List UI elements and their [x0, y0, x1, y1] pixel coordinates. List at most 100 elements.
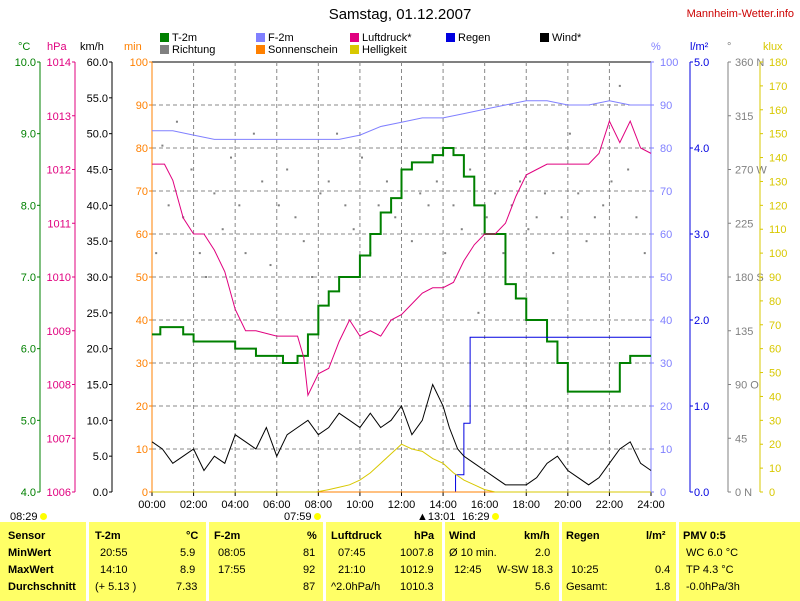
stats-table [0, 522, 800, 601]
stats-rain-max-time: 10:25 [571, 564, 599, 576]
direction-point [419, 192, 422, 195]
x-tick-label: 12:00 [388, 499, 416, 511]
stats-wind-unit: km/h [524, 530, 550, 542]
direction-point [155, 252, 158, 255]
direction-point [344, 204, 347, 207]
stats-pressure-header: Luftdruck [331, 530, 382, 542]
x-tick-label: 08:00 [305, 499, 333, 511]
axis-tick-label: 2.0 [694, 315, 709, 327]
site-link[interactable]: Mannheim-Wetter.info [686, 8, 794, 20]
x-tick-label: 20:00 [554, 499, 582, 511]
axis-tick-label: 180 S [735, 272, 764, 284]
stats-t2m-header: T-2m [95, 530, 121, 542]
axis-wind: 0.0 5.0 10.0 15.0 20.0 25.0 30.0 35.0 40.0 45.0 50… [87, 57, 113, 499]
legend-item-wind: Wind* [540, 32, 581, 44]
direction-point [238, 204, 241, 207]
stats-pressure-max-time: 21:10 [338, 564, 366, 576]
direction-point [452, 204, 455, 207]
direction-point [269, 264, 272, 267]
axis-tick-label: 1013 [47, 111, 71, 123]
direction-point [311, 276, 314, 278]
x-tick-label: 06:00 [263, 499, 291, 511]
axis-tick-label: 10 [660, 444, 672, 456]
axis-tick-label: 8.0 [21, 200, 36, 212]
direction-point [352, 228, 355, 231]
axis-tick-label: 100 [660, 57, 678, 69]
axis-tick-label: 1014 [47, 57, 71, 69]
direction-point [277, 204, 280, 207]
stats-rain-total: 1.8 [655, 581, 671, 593]
noon-mark: ▲13:01 [417, 511, 456, 523]
axis-tick-label: 35.0 [87, 236, 108, 248]
direction-point [161, 144, 164, 147]
direction-point [585, 240, 588, 243]
axis-tick-label: 1007 [47, 433, 71, 445]
stats-row-label: MinWert [8, 547, 52, 559]
axis-tick-label: 50 [136, 272, 148, 284]
direction-point [519, 180, 522, 183]
legend-item-luftdruck: Luftdruck* [350, 32, 412, 44]
direction-point [394, 216, 397, 219]
axis-tick-label: 30 [136, 358, 148, 370]
series-line-wind [151, 383, 652, 486]
axis-tick-label: 5.0 [93, 451, 108, 463]
unit-rain: l/m² [690, 41, 709, 53]
stats-pmv-header: PMV 0:5 [683, 530, 726, 542]
legend-item-helligkeit: Helligkeit [350, 44, 407, 56]
stats-pressure-min-time: 07:45 [338, 547, 366, 559]
axis-tick-label: 4.0 [694, 143, 709, 155]
axis-tick-label: 140 [769, 153, 787, 165]
axis-tick-label: 110 [769, 224, 787, 236]
x-tick-label: 24:00 [637, 499, 665, 511]
x-tick-label: 10:00 [346, 499, 374, 511]
legend-item-regen: Regen [446, 32, 490, 44]
direction-point [377, 204, 380, 207]
direction-point [543, 192, 546, 195]
axis-tick-label: 40.0 [87, 200, 108, 212]
stats-t2m-avg: 7.33 [176, 581, 198, 593]
x-tick-label: 16:00 [471, 499, 499, 511]
direction-point [502, 252, 505, 255]
axis-tick-label: 5.0 [21, 415, 36, 427]
stats-wind-max: W-SW 18.3 [497, 564, 554, 576]
direction-point [602, 204, 605, 207]
stats-pressure-trend: ^2.0hPa/h [331, 581, 381, 593]
axis-direction: 0 N 45 90 O 135 180 S 225 270 W 315 360 N [727, 57, 767, 499]
axis-tick-label: 45 [735, 433, 747, 445]
unit-pressure: hPa [47, 41, 67, 53]
direction-point [360, 156, 363, 159]
legend-item-t2m: T-2m [160, 32, 197, 44]
axis-tick-label: 100 [130, 57, 148, 69]
axis-tick-label: 315 [735, 111, 753, 123]
x-tick-label: 14:00 [429, 499, 457, 511]
direction-point [527, 228, 530, 231]
axis-tick-label: 0 N [735, 487, 752, 499]
unit-humidity: % [651, 41, 661, 53]
axis-tick-label: 1010 [47, 272, 71, 284]
stats-f2m-min-time: 08:05 [218, 547, 246, 559]
axis-tick-label: 100 [769, 248, 787, 260]
direction-point [560, 216, 563, 219]
weather-chart: 00:00 02:00 04:00 06:00 08:00 10:00 12:00 14:00… [15, 57, 788, 511]
direction-point [618, 84, 621, 87]
stats-wind-max-time: 12:45 [454, 564, 482, 576]
axis-tick-label: 1.0 [694, 401, 709, 413]
axis-tick-label: 90 O [735, 380, 759, 392]
axis-tick-label: 360 N [735, 57, 764, 69]
axis-tick-label: 15.0 [87, 380, 108, 392]
stats-rain-total-label: Gesamt: [566, 581, 608, 593]
stats-dewpoint: TP 4.3 °C [686, 564, 734, 576]
axis-tick-label: 0 [660, 487, 666, 499]
direction-point [643, 252, 646, 255]
axis-tick-label: 120 [769, 200, 787, 212]
series-line-regen [152, 336, 651, 493]
axis-tick-label: 180 [769, 57, 787, 69]
axis-tick-label: 0 [142, 487, 148, 499]
direction-point [577, 192, 580, 195]
direction-point [427, 204, 430, 207]
stats-pressure-tendency: -0.0hPa/3h [686, 581, 740, 593]
chart-title: Samstag, 01.12.2007 [328, 6, 472, 23]
stats-t2m-avg-note: (+ 5.13 ) [95, 581, 137, 593]
direction-point [477, 311, 480, 314]
stats-wind-header: Wind [449, 530, 476, 542]
